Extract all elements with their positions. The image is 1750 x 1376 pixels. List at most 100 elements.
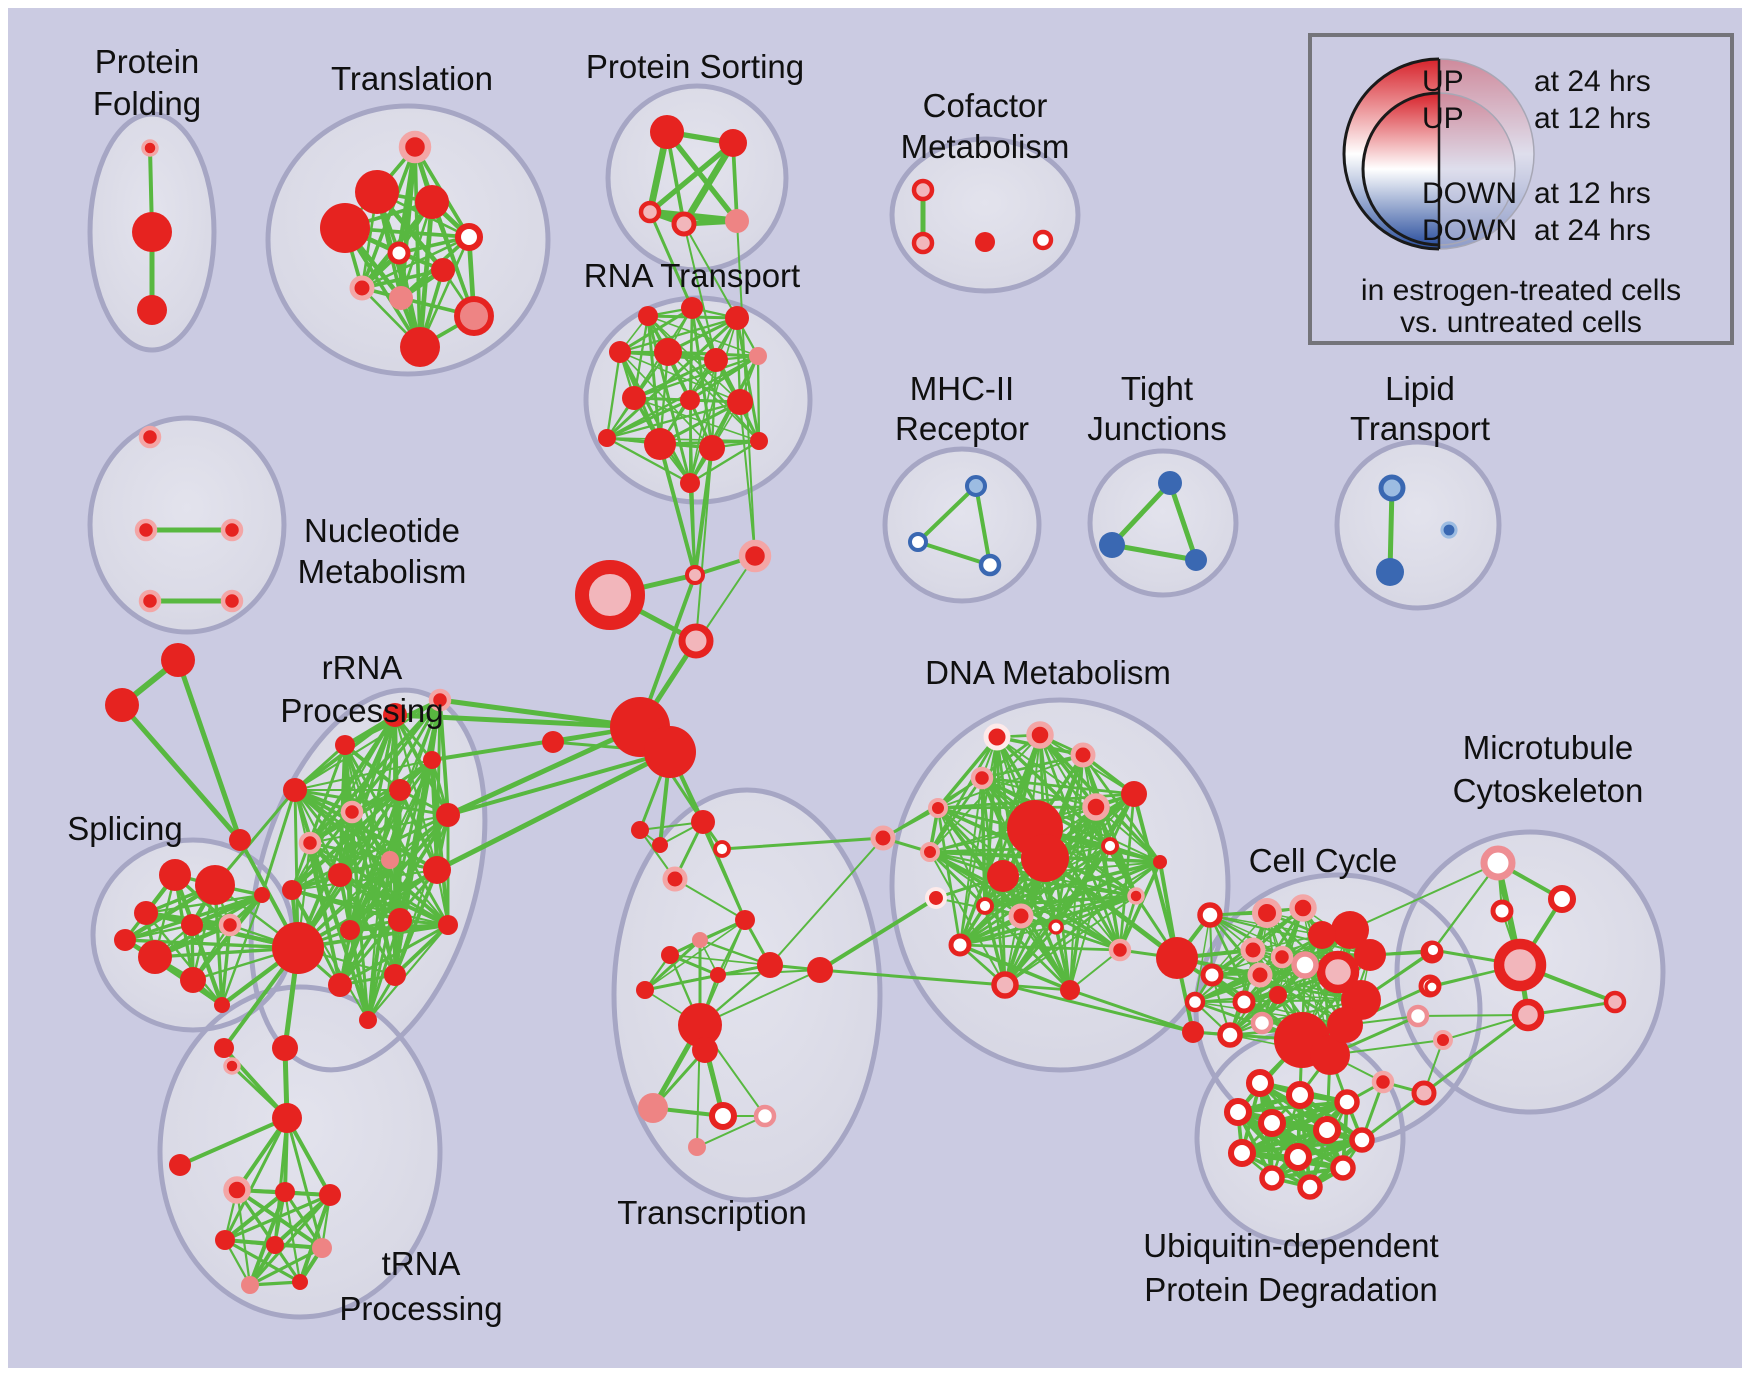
gene-node[interactable] (1406, 1004, 1430, 1028)
gene-node[interactable] (654, 338, 682, 366)
gene-node[interactable] (991, 971, 1019, 999)
gene-node[interactable] (1008, 903, 1034, 929)
gene-node[interactable] (1070, 742, 1096, 768)
gene-node[interactable] (738, 539, 772, 573)
gene-node[interactable] (911, 178, 935, 202)
gene-node[interactable] (1032, 229, 1054, 251)
gene-node[interactable] (159, 859, 191, 891)
gene-node[interactable] (598, 429, 616, 447)
gene-node[interactable] (218, 913, 242, 937)
gene-node[interactable] (320, 203, 370, 253)
gene-node[interactable] (1331, 911, 1369, 949)
gene-node[interactable] (438, 915, 458, 935)
gene-node[interactable] (807, 957, 833, 983)
gene-node[interactable] (181, 914, 203, 936)
gene-node[interactable] (359, 1011, 377, 1029)
gene-node[interactable] (1232, 990, 1256, 1014)
gene-node[interactable] (1334, 1089, 1360, 1115)
gene-node[interactable] (1424, 941, 1442, 959)
gene-node[interactable] (609, 341, 631, 363)
gene-node[interactable] (870, 825, 896, 851)
gene-node[interactable] (1269, 986, 1287, 1004)
gene-node[interactable] (970, 766, 994, 790)
gene-node[interactable] (220, 518, 244, 542)
gene-node[interactable] (1217, 1022, 1243, 1048)
gene-node[interactable] (1330, 1155, 1356, 1181)
gene-node[interactable] (436, 803, 460, 827)
gene-node[interactable] (964, 474, 988, 498)
gene-node[interactable] (622, 386, 646, 410)
gene-node[interactable] (132, 212, 172, 252)
gene-node[interactable] (688, 1138, 706, 1156)
gene-node[interactable] (708, 1101, 738, 1131)
gene-node[interactable] (292, 1274, 308, 1290)
gene-node[interactable] (1021, 834, 1069, 882)
gene-node[interactable] (725, 209, 749, 233)
gene-node[interactable] (195, 865, 235, 905)
gene-node[interactable] (1182, 1021, 1204, 1043)
gene-node[interactable] (454, 296, 494, 336)
gene-node[interactable] (678, 623, 714, 659)
gene-node[interactable] (1197, 902, 1223, 928)
gene-node[interactable] (753, 1104, 777, 1128)
gene-node[interactable] (987, 860, 1019, 892)
gene-node[interactable] (725, 306, 749, 330)
gene-node[interactable] (681, 297, 703, 319)
gene-node[interactable] (691, 810, 715, 834)
gene-node[interactable] (908, 532, 928, 552)
gene-node[interactable] (398, 130, 432, 164)
gene-node[interactable] (105, 688, 139, 722)
gene-node[interactable] (638, 306, 658, 326)
gene-node[interactable] (710, 967, 726, 983)
gene-node[interactable] (381, 851, 399, 869)
gene-node[interactable] (423, 751, 441, 769)
gene-node[interactable] (975, 232, 995, 252)
gene-node[interactable] (138, 940, 172, 974)
gene-node[interactable] (650, 115, 684, 149)
gene-node[interactable] (1158, 471, 1182, 495)
gene-node[interactable] (948, 933, 972, 957)
gene-node[interactable] (699, 435, 725, 461)
gene-node[interactable] (1026, 721, 1054, 749)
gene-node[interactable] (428, 688, 452, 712)
gene-node[interactable] (911, 231, 935, 255)
gene-node[interactable] (1297, 1174, 1323, 1200)
gene-node[interactable] (1184, 991, 1206, 1013)
gene-node[interactable] (389, 779, 411, 801)
gene-node[interactable] (161, 643, 195, 677)
gene-node[interactable] (454, 222, 484, 252)
gene-node[interactable] (1060, 980, 1080, 1000)
gene-node[interactable] (1101, 837, 1119, 855)
gene-node[interactable] (692, 1037, 718, 1063)
gene-node[interactable] (638, 1093, 668, 1123)
gene-node[interactable] (134, 901, 158, 925)
gene-node[interactable] (678, 1003, 722, 1047)
gene-node[interactable] (298, 831, 322, 855)
gene-node[interactable] (1603, 990, 1627, 1014)
gene-node[interactable] (685, 565, 705, 585)
gene-node[interactable] (180, 967, 206, 993)
gene-node[interactable] (680, 390, 700, 410)
gene-node[interactable] (215, 1230, 235, 1250)
gene-node[interactable] (388, 908, 412, 932)
gene-node[interactable] (272, 922, 324, 974)
gene-node[interactable] (1270, 945, 1294, 969)
gene-node[interactable] (661, 946, 679, 964)
gene-node[interactable] (644, 428, 676, 460)
gene-node[interactable] (680, 473, 700, 493)
gene-node[interactable] (423, 856, 451, 884)
gene-node[interactable] (223, 1176, 251, 1204)
gene-node[interactable] (355, 170, 399, 214)
gene-node[interactable] (1378, 474, 1406, 502)
gene-node[interactable] (713, 840, 731, 858)
gene-node[interactable] (1308, 921, 1336, 949)
gene-node[interactable] (141, 139, 159, 157)
gene-node[interactable] (749, 347, 767, 365)
gene-node[interactable] (254, 887, 270, 903)
gene-node[interactable] (1200, 963, 1224, 987)
gene-node[interactable] (383, 703, 407, 727)
gene-node[interactable] (1227, 1138, 1257, 1168)
gene-node[interactable] (671, 211, 697, 237)
gene-node[interactable] (1312, 1115, 1342, 1145)
gene-node[interactable] (920, 842, 940, 862)
